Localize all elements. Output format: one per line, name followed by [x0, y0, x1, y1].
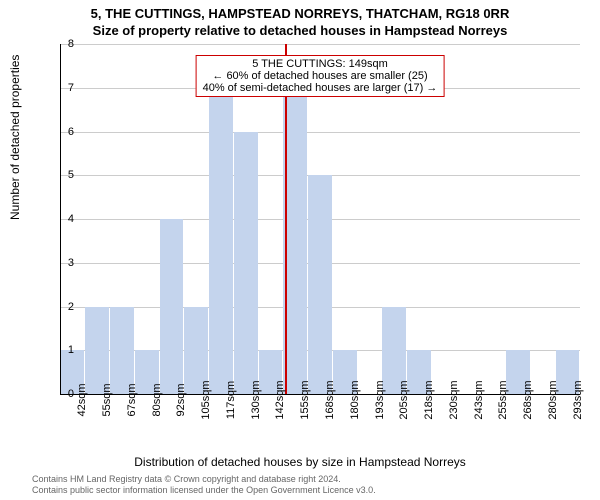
bar	[160, 219, 184, 394]
title-line-2: Size of property relative to detached ho…	[0, 21, 600, 38]
x-tick-label: 280sqm	[547, 380, 559, 419]
x-tick-label: 42sqm	[76, 383, 88, 416]
footer-line-2: Contains public sector information licen…	[32, 485, 376, 496]
bar	[110, 307, 134, 395]
x-tick-label: 117sqm	[225, 381, 237, 419]
x-tick-label: 193sqm	[374, 380, 386, 419]
chart-container: 5, THE CUTTINGS, HAMPSTEAD NORREYS, THAT…	[0, 0, 600, 500]
x-tick-label: 180sqm	[349, 380, 361, 419]
plot-area: 5 THE CUTTINGS: 149sqm← 60% of detached …	[60, 44, 580, 394]
x-tick-label: 205sqm	[398, 380, 410, 419]
x-tick-label: 218sqm	[423, 380, 435, 419]
x-tick-label: 255sqm	[497, 380, 509, 419]
x-tick-label: 92sqm	[175, 383, 187, 416]
marker-line	[285, 44, 287, 394]
y-tick-label: 5	[68, 169, 74, 181]
y-axis-label: Number of detached properties	[8, 55, 22, 220]
bar	[209, 88, 233, 394]
y-tick-label: 7	[68, 82, 74, 94]
y-tick-label: 3	[68, 257, 74, 269]
annotation-line-3: 40% of semi-detached houses are larger (…	[203, 82, 438, 94]
x-axis-label: Distribution of detached houses by size …	[0, 455, 600, 469]
bar	[234, 132, 258, 395]
x-tick-label: 55sqm	[101, 383, 113, 416]
y-tick-label: 6	[68, 126, 74, 138]
title-line-1: 5, THE CUTTINGS, HAMPSTEAD NORREYS, THAT…	[0, 0, 600, 21]
y-axis-line	[60, 44, 61, 394]
y-tick-label: 1	[68, 344, 74, 356]
bar	[85, 307, 109, 395]
x-tick-label: 67sqm	[126, 383, 138, 416]
y-tick-label: 0	[68, 388, 74, 400]
x-tick-label: 168sqm	[324, 380, 336, 419]
y-tick-label: 8	[68, 38, 74, 50]
x-tick-label: 268sqm	[522, 380, 534, 419]
bar	[308, 175, 332, 394]
footer-attribution: Contains HM Land Registry data © Crown c…	[32, 474, 376, 496]
annotation-line-1: 5 THE CUTTINGS: 149sqm	[203, 58, 438, 70]
x-tick-label: 293sqm	[572, 380, 584, 419]
x-tick-label: 105sqm	[200, 380, 212, 419]
x-tick-label: 130sqm	[250, 380, 262, 419]
x-tick-label: 142sqm	[274, 380, 286, 419]
annotation-line-2: ← 60% of detached houses are smaller (25…	[203, 70, 438, 82]
annotation-box: 5 THE CUTTINGS: 149sqm← 60% of detached …	[196, 55, 445, 97]
x-tick-label: 80sqm	[151, 383, 163, 416]
y-tick-label: 4	[68, 213, 74, 225]
footer-line-1: Contains HM Land Registry data © Crown c…	[32, 474, 376, 485]
x-tick-label: 230sqm	[448, 380, 460, 419]
gridline	[60, 44, 580, 45]
x-tick-label: 155sqm	[299, 380, 311, 419]
y-tick-label: 2	[68, 301, 74, 313]
gridline	[60, 132, 580, 133]
x-tick-label: 243sqm	[473, 380, 485, 419]
